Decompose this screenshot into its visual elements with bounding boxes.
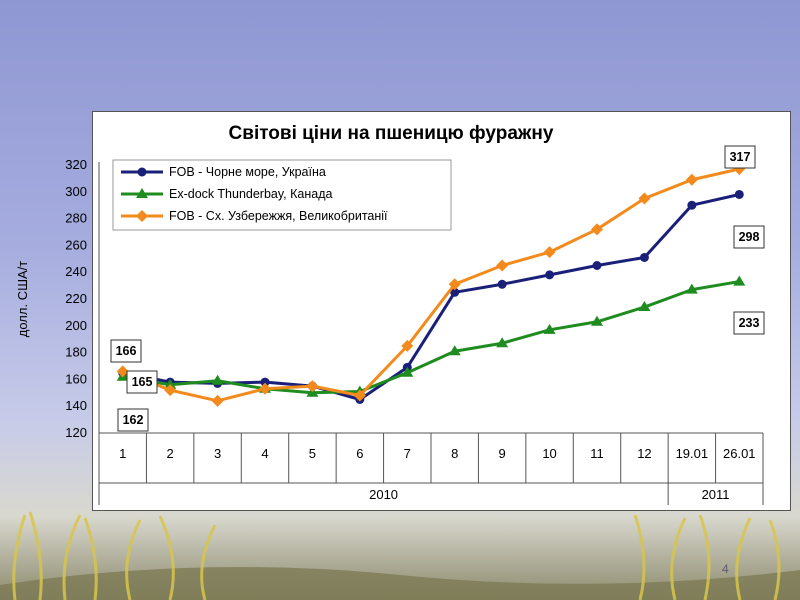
y-axis-label: долл. США/т	[15, 261, 30, 338]
callout-box	[117, 408, 149, 432]
legend-marker	[137, 167, 147, 177]
data-point	[639, 252, 649, 262]
data-point	[260, 377, 270, 387]
x-tick-label: 2	[167, 446, 174, 461]
x-tick-label: 5	[309, 446, 316, 461]
x-tick-label: 26.01	[723, 446, 756, 461]
callout-label: 317	[724, 145, 756, 169]
legend-marker	[136, 188, 148, 198]
x-tick-label: 7	[404, 446, 411, 461]
series-line	[122, 167, 740, 403]
y-tick-label: 260	[65, 237, 87, 252]
callout-label: 162	[117, 408, 149, 432]
data-point	[450, 287, 460, 297]
y-tick-label: 180	[65, 345, 87, 360]
y-tick-label: 200	[65, 318, 87, 333]
series-2	[116, 275, 746, 397]
legend-marker	[136, 210, 148, 222]
data-point	[211, 394, 224, 407]
callout-label: 233	[733, 311, 765, 335]
x-tick-label: 3	[214, 446, 221, 461]
data-point	[401, 366, 414, 377]
data-point	[638, 192, 651, 205]
page-number: 4	[722, 562, 729, 576]
data-point	[497, 279, 507, 289]
callout-text: 165	[132, 375, 153, 389]
x-tick-label: 6	[356, 446, 363, 461]
y-tick-label: 160	[65, 371, 87, 386]
callout-box	[126, 370, 158, 394]
data-point	[496, 259, 509, 272]
callout-text: 317	[730, 150, 751, 164]
x-tick-label: 4	[261, 446, 268, 461]
legend-label: Ex-dock Thunderbay, Канада	[169, 187, 333, 201]
series-3	[116, 163, 746, 407]
callout-box	[733, 311, 765, 335]
y-tick-label: 240	[65, 264, 87, 279]
series-line	[122, 280, 740, 395]
callout-text: 162	[123, 413, 144, 427]
data-point	[592, 261, 602, 270]
wheat-left-decoration	[12, 511, 217, 600]
legend: FOB - Чорне море, Україна Ex-dock Thunder…	[112, 159, 452, 231]
data-point	[306, 380, 319, 393]
y-tick-label: 300	[65, 184, 87, 199]
y-tick-label: 140	[65, 398, 87, 413]
y-tick-label: 320	[65, 157, 87, 172]
x-tick-label: 1	[119, 446, 126, 461]
x-tick-label: 11	[590, 446, 604, 461]
data-point	[259, 382, 271, 395]
data-point	[591, 223, 603, 236]
data-point	[353, 389, 366, 402]
y-tick-label: 120	[65, 425, 87, 440]
y-tick-label: 280	[65, 211, 87, 226]
wheat-right-decoration	[633, 514, 781, 600]
callout-label: 166	[110, 339, 142, 363]
callout-text: 233	[739, 316, 760, 330]
callout-text: 298	[739, 230, 760, 244]
data-point	[545, 270, 555, 280]
data-point	[448, 278, 461, 291]
x-group-label: 2010	[369, 487, 398, 502]
data-point	[116, 365, 129, 378]
data-point	[543, 246, 556, 259]
callout-box	[110, 339, 142, 363]
y-tick-label: 220	[65, 291, 87, 306]
data-point	[687, 200, 697, 210]
data-point	[164, 378, 177, 389]
chart-panel: Світові ціни на пшеницю фуражну долл. США…	[15, 111, 791, 511]
x-tick-label: 19.01	[676, 446, 709, 461]
x-tick-label: 9	[499, 446, 506, 461]
callout-label: 165	[126, 370, 158, 394]
x-tick-label: 10	[542, 446, 556, 461]
ground-band	[0, 567, 800, 600]
chart-svg: Світові ціни на пшеницю фуражну долл. США…	[15, 123, 765, 505]
data-point	[496, 337, 509, 348]
x-group-label: 2011	[702, 487, 730, 502]
x-tick-label: 8	[451, 446, 458, 461]
data-point	[543, 323, 556, 334]
data-point	[591, 315, 603, 326]
data-point	[733, 275, 746, 286]
legend-box	[112, 159, 452, 231]
callout-text: 166	[116, 344, 137, 358]
callout-box	[733, 225, 765, 249]
data-point	[211, 374, 224, 385]
data-point	[685, 173, 698, 186]
data-point	[448, 345, 461, 356]
chart-title: Світові ціни на пшеницю фуражну	[229, 123, 554, 144]
data-point	[164, 384, 177, 397]
data-point	[734, 189, 744, 199]
x-tick-label: 12	[637, 446, 651, 461]
data-point	[638, 301, 651, 312]
data-point	[685, 283, 698, 294]
data-point	[401, 339, 414, 352]
legend-label: FOB - Чорне море, Україна	[169, 165, 326, 179]
callout-box	[724, 145, 756, 169]
legend-label: FOB - Сх. Узбережжя, Великобританії	[169, 209, 388, 223]
callout-label: 298	[733, 225, 765, 249]
